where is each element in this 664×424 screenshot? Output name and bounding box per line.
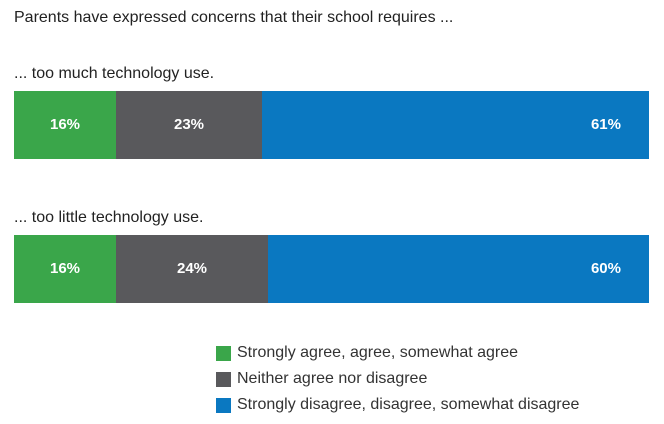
bar-segment-too-much-neither: 23% (116, 91, 262, 159)
data-label-too-little-disagree: 60% (590, 260, 621, 277)
legend: Strongly agree, agree, somewhat agree Ne… (216, 340, 579, 418)
data-label-too-little-agree: 16% (49, 260, 81, 277)
bar-segment-too-little-neither: 24% (116, 235, 268, 303)
bar-segment-too-little-disagree: 60% (268, 235, 649, 303)
legend-swatch-disagree (216, 397, 231, 413)
legend-label-agree: Strongly agree, agree, somewhat agree (237, 344, 519, 361)
data-label-too-much-neither: 23% (173, 116, 205, 133)
legend-item-neither: Neither agree nor disagree (216, 366, 579, 392)
data-label-too-much-agree: 16% (49, 116, 81, 133)
legend-item-agree: Strongly agree, agree, somewhat agree (216, 340, 579, 366)
data-label-too-much-disagree: 61% (590, 116, 621, 133)
group-label-too-little: ... too little technology use. (14, 209, 204, 226)
legend-label-neither: Neither agree nor disagree (237, 370, 428, 387)
bar-segment-too-much-agree: 16% (14, 91, 116, 159)
bar-too-much: 16% 23% 61% (14, 91, 649, 159)
bar-segment-too-much-disagree: 61% (262, 91, 649, 159)
legend-swatch-agree (216, 345, 231, 361)
data-label-too-little-neither: 24% (176, 260, 208, 277)
bar-segment-too-little-agree: 16% (14, 235, 116, 303)
legend-label-disagree: Strongly disagree, disagree, somewhat di… (237, 396, 580, 413)
legend-swatch-neither (216, 371, 231, 387)
chart-title: Parents have expressed concerns that the… (14, 9, 454, 26)
legend-item-disagree: Strongly disagree, disagree, somewhat di… (216, 392, 579, 418)
bar-too-little: 16% 24% 60% (14, 235, 649, 303)
group-label-too-much: ... too much technology use. (14, 65, 215, 82)
